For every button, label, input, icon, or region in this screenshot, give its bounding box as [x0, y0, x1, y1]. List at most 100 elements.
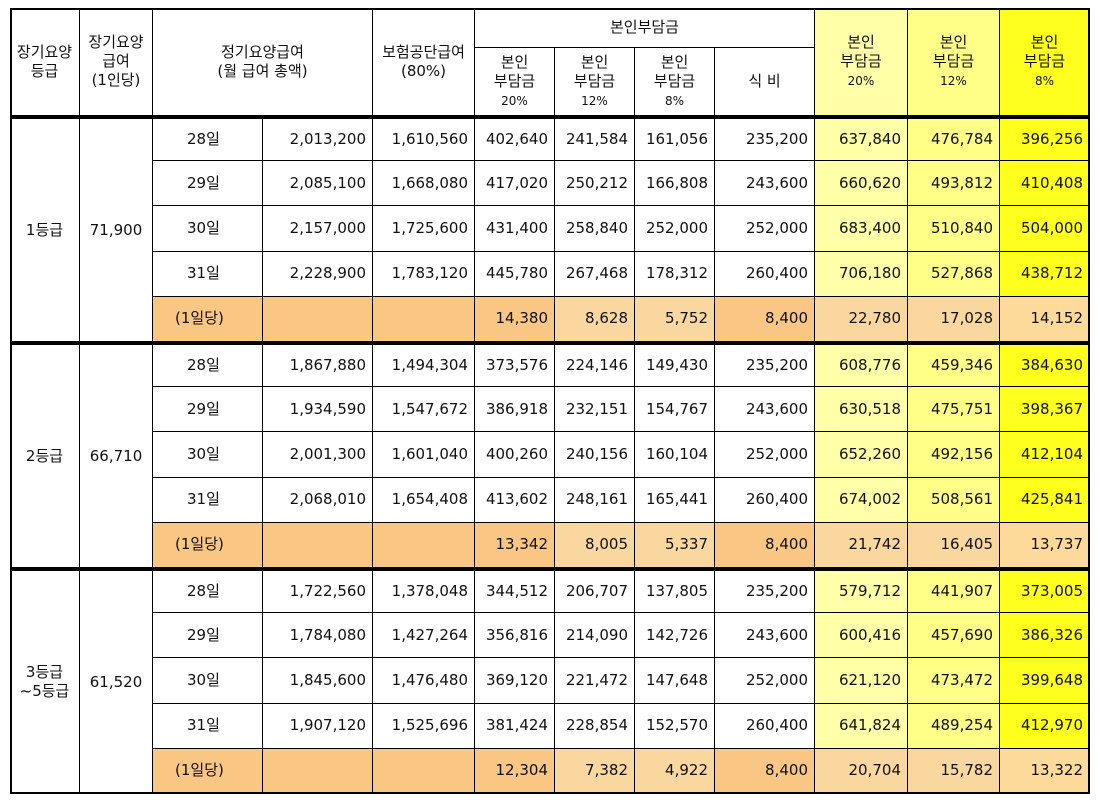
row-col9[interactable]: 504,000 [1000, 206, 1090, 252]
row-col6[interactable]: 243,600 [715, 613, 815, 659]
row-col9[interactable]: 373,005 [1000, 568, 1090, 614]
row-col8[interactable]: 459,346 [908, 342, 1000, 388]
row-col6[interactable]: 252,000 [715, 206, 815, 252]
per-day-col8[interactable]: 15,782 [908, 748, 1000, 794]
header-total-12[interactable]: 본인 부담금 12% [908, 8, 1000, 116]
row-col5[interactable]: 149,430 [635, 342, 715, 388]
per-day-col3[interactable]: 12,304 [475, 748, 555, 794]
per-day-col3[interactable]: 13,342 [475, 522, 555, 568]
row-label[interactable]: 31일 [153, 703, 263, 749]
row-col5[interactable]: 160,104 [635, 432, 715, 478]
row-col1[interactable]: 1,784,080 [263, 613, 373, 659]
per-day-col4[interactable]: 7,382 [555, 748, 635, 794]
row-col8[interactable]: 493,812 [908, 161, 1000, 207]
per-day-col2[interactable] [373, 522, 475, 568]
header-copay-12[interactable]: 본인 부담금 12% [555, 48, 635, 116]
row-label[interactable]: 29일 [153, 161, 263, 207]
row-col1[interactable]: 2,085,100 [263, 161, 373, 207]
row-col1[interactable]: 1,907,120 [263, 703, 373, 749]
row-col4[interactable]: 206,707 [555, 568, 635, 614]
per-day-col4[interactable]: 8,005 [555, 522, 635, 568]
row-col6[interactable]: 243,600 [715, 161, 815, 207]
row-col1[interactable]: 1,867,880 [263, 342, 373, 388]
row-col2[interactable]: 1,427,264 [373, 613, 475, 659]
row-col7[interactable]: 621,120 [815, 658, 908, 704]
row-col4[interactable]: 240,156 [555, 432, 635, 478]
row-col6[interactable]: 243,600 [715, 387, 815, 433]
row-col8[interactable]: 489,254 [908, 703, 1000, 749]
row-label[interactable]: 30일 [153, 432, 263, 478]
row-col1[interactable]: 2,228,900 [263, 251, 373, 297]
row-col7[interactable]: 652,260 [815, 432, 908, 478]
row-col7[interactable]: 637,840 [815, 116, 908, 162]
per-day-col9[interactable]: 14,152 [1000, 296, 1090, 342]
header-monthly-benefit[interactable]: 정기요양급여 (월 급여 총액) [153, 8, 373, 116]
row-label[interactable]: 28일 [153, 116, 263, 162]
daily-benefit-cell[interactable]: 66,710 [80, 342, 153, 568]
per-day-col6[interactable]: 8,400 [715, 296, 815, 342]
row-col3[interactable]: 417,020 [475, 161, 555, 207]
row-label[interactable]: 29일 [153, 613, 263, 659]
per-day-col2[interactable] [373, 296, 475, 342]
row-col6[interactable]: 252,000 [715, 432, 815, 478]
daily-benefit-cell[interactable]: 61,520 [80, 568, 153, 794]
row-col3[interactable]: 373,576 [475, 342, 555, 388]
row-col4[interactable]: 241,584 [555, 116, 635, 162]
row-col6[interactable]: 235,200 [715, 116, 815, 162]
row-label[interactable]: 30일 [153, 658, 263, 704]
row-col5[interactable]: 142,726 [635, 613, 715, 659]
per-day-col5[interactable]: 5,337 [635, 522, 715, 568]
row-col9[interactable]: 396,256 [1000, 116, 1090, 162]
row-col6[interactable]: 260,400 [715, 251, 815, 297]
row-col9[interactable]: 412,970 [1000, 703, 1090, 749]
row-col1[interactable]: 2,001,300 [263, 432, 373, 478]
per-day-col9[interactable]: 13,322 [1000, 748, 1090, 794]
row-col7[interactable]: 641,824 [815, 703, 908, 749]
row-col2[interactable]: 1,547,672 [373, 387, 475, 433]
header-total-20[interactable]: 본인 부담금 20% [815, 8, 908, 116]
row-col6[interactable]: 235,200 [715, 342, 815, 388]
row-col7[interactable]: 600,416 [815, 613, 908, 659]
per-day-col7[interactable]: 20,704 [815, 748, 908, 794]
row-col7[interactable]: 608,776 [815, 342, 908, 388]
per-day-col6[interactable]: 8,400 [715, 522, 815, 568]
row-col1[interactable]: 2,068,010 [263, 477, 373, 523]
row-col7[interactable]: 706,180 [815, 251, 908, 297]
per-day-col1[interactable] [263, 296, 373, 342]
header-total-8[interactable]: 본인 부담금 8% [1000, 8, 1090, 116]
row-col9[interactable]: 438,712 [1000, 251, 1090, 297]
row-col2[interactable]: 1,668,080 [373, 161, 475, 207]
row-col2[interactable]: 1,610,560 [373, 116, 475, 162]
row-col4[interactable]: 221,472 [555, 658, 635, 704]
row-col8[interactable]: 508,561 [908, 477, 1000, 523]
per-day-col6[interactable]: 8,400 [715, 748, 815, 794]
row-col1[interactable]: 2,157,000 [263, 206, 373, 252]
daily-benefit-cell[interactable]: 71,900 [80, 116, 153, 342]
per-day-col1[interactable] [263, 522, 373, 568]
row-col4[interactable]: 248,161 [555, 477, 635, 523]
row-col3[interactable]: 413,602 [475, 477, 555, 523]
row-col3[interactable]: 356,816 [475, 613, 555, 659]
row-col9[interactable]: 412,104 [1000, 432, 1090, 478]
row-col1[interactable]: 1,722,560 [263, 568, 373, 614]
row-col5[interactable]: 178,312 [635, 251, 715, 297]
row-col5[interactable]: 165,441 [635, 477, 715, 523]
row-col2[interactable]: 1,476,480 [373, 658, 475, 704]
header-daily-benefit[interactable]: 장기요양 급여 (1인당) [80, 8, 153, 116]
grade-cell[interactable]: 1등급 [10, 116, 80, 342]
per-day-col3[interactable]: 14,380 [475, 296, 555, 342]
row-col5[interactable]: 154,767 [635, 387, 715, 433]
row-col6[interactable]: 260,400 [715, 703, 815, 749]
per-day-label[interactable]: (1일당) [153, 748, 263, 794]
row-col8[interactable]: 492,156 [908, 432, 1000, 478]
row-col4[interactable]: 232,151 [555, 387, 635, 433]
row-col2[interactable]: 1,494,304 [373, 342, 475, 388]
row-col4[interactable]: 228,854 [555, 703, 635, 749]
per-day-col1[interactable] [263, 748, 373, 794]
row-col8[interactable]: 441,907 [908, 568, 1000, 614]
row-col7[interactable]: 674,002 [815, 477, 908, 523]
row-col3[interactable]: 369,120 [475, 658, 555, 704]
row-col5[interactable]: 147,648 [635, 658, 715, 704]
per-day-label[interactable]: (1일당) [153, 296, 263, 342]
row-col4[interactable]: 258,840 [555, 206, 635, 252]
